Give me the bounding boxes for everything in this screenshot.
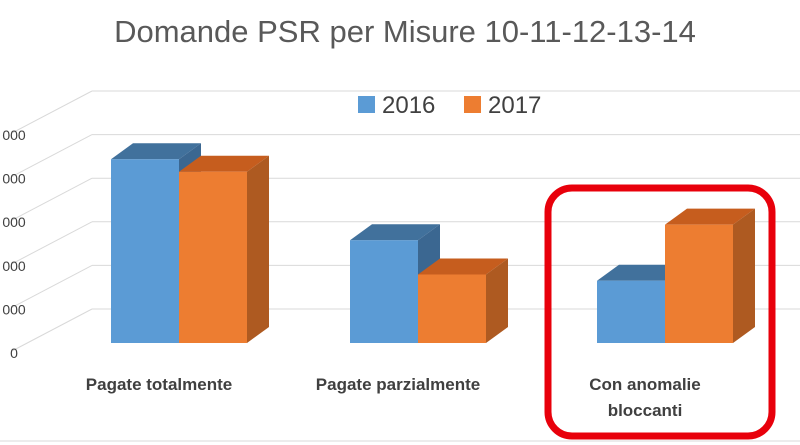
highlight-frame — [544, 184, 776, 440]
category-labels: Pagate totalmente Pagate parzialmente Con … — [86, 375, 701, 420]
gridline-side — [11, 90, 93, 134]
y-tick-label: 000 — [2, 171, 26, 187]
legend: 2016 2017 — [358, 92, 541, 119]
bars — [111, 143, 755, 343]
bar-2017-top — [179, 155, 269, 172]
chart-title: Domande PSR per Misure 10-11-12-13-14 — [114, 14, 696, 49]
legend-swatch-2017 — [464, 96, 481, 113]
gridline-side — [11, 264, 93, 308]
bar-2017 — [665, 208, 755, 343]
bar-2016-front — [111, 159, 179, 343]
bar-2017-top — [665, 208, 755, 225]
legend-swatch-2016 — [358, 96, 375, 113]
bar-2017-side — [247, 155, 269, 343]
bar-2017-front — [179, 171, 247, 343]
gridline-side — [11, 134, 93, 178]
bar-2017-front — [418, 274, 486, 343]
y-tick-label: 000 — [2, 127, 26, 143]
bar-2016-front — [350, 240, 418, 343]
category-label: Pagate parzialmente — [316, 375, 480, 394]
bar-2016-top — [111, 143, 201, 160]
y-tick-label: 000 — [2, 214, 26, 230]
bar-2017 — [418, 258, 508, 343]
bar-2017-side — [733, 208, 755, 343]
gridline-side — [11, 308, 93, 352]
bar-2017-front — [665, 224, 733, 343]
bar-2017 — [179, 155, 269, 343]
bar-2017-top — [418, 258, 508, 275]
highlight-box — [544, 184, 776, 440]
bar-2016-top — [597, 264, 687, 281]
legend-label-2016: 2016 — [382, 92, 435, 119]
category-label: Pagate totalmente — [86, 375, 232, 394]
bar-2016-front — [597, 280, 665, 343]
y-tick-label: 000 — [2, 301, 26, 317]
y-tick-label: 000 — [2, 258, 26, 274]
bar-2016-top — [350, 224, 440, 241]
legend-label-2017: 2017 — [488, 92, 541, 119]
gridline-side — [11, 221, 93, 265]
gridline-side — [11, 177, 93, 221]
category-label: Con anomalie bloccanti — [589, 375, 700, 420]
bar-2017-side — [486, 258, 508, 343]
y-tick-label: 0 — [10, 345, 18, 361]
